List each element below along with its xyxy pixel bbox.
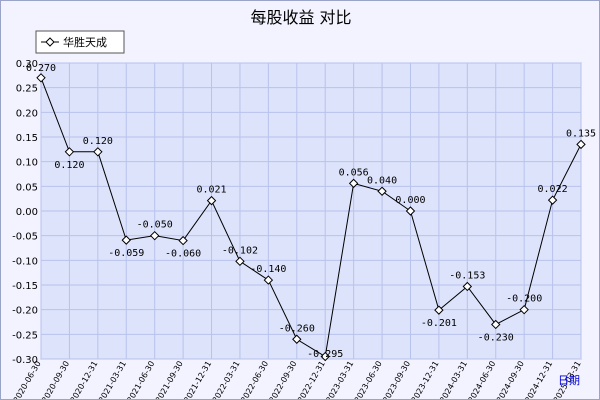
- x-tick-label: 2024-12-31: [523, 360, 554, 400]
- data-label: -0.140: [250, 264, 286, 275]
- data-labels: 0.270 0.120 0.120 -0.059 -0.050 -0.060 0.021 -0…: [26, 63, 596, 360]
- x-tick-label: 2021-03-31: [97, 360, 128, 400]
- data-label: -0.260: [279, 323, 315, 334]
- data-point: [121, 235, 131, 245]
- x-tick-label: 2022-03-31: [211, 360, 242, 400]
- x-tick-label: 2021-06-30: [125, 360, 156, 400]
- data-point: [519, 304, 529, 315]
- x-tick-label: 2023-09-30: [381, 360, 412, 400]
- data-label: 0.040: [367, 175, 397, 186]
- data-point: [178, 235, 188, 246]
- data-point: [235, 256, 245, 267]
- series-line-group: [36, 73, 586, 362]
- legend-marker: [45, 37, 55, 47]
- data-point: [93, 147, 103, 157]
- data-label: 0.000: [395, 195, 425, 206]
- x-tick-label: 2023-03-31: [324, 360, 355, 400]
- data-label: 0.270: [26, 63, 56, 74]
- x-tick-label: 2021-09-30: [154, 360, 185, 400]
- data-point: [320, 351, 330, 362]
- data-point: [491, 319, 501, 330]
- y-tick-label: 0.05: [16, 182, 38, 193]
- y-tick-label: -0.25: [12, 330, 38, 341]
- x-axis-label: 日期: [558, 374, 580, 387]
- data-label: 0.120: [83, 136, 113, 147]
- series-line: [40, 77, 582, 358]
- data-label: -0.050: [137, 220, 173, 231]
- y-tick-label: 0.00: [16, 207, 38, 218]
- data-point: [434, 305, 444, 315]
- data-label: -0.295: [307, 349, 343, 360]
- data-point: [377, 186, 387, 196]
- data-label: -0.060: [165, 249, 201, 260]
- x-axis-ticks: 2020-06-302020-09-302020-12-312021-03-31…: [12, 359, 583, 400]
- y-tick-label: -0.10: [12, 256, 38, 267]
- y-tick-label: 0.30: [16, 59, 38, 70]
- data-point: [292, 334, 302, 344]
- data-label: 0.135: [566, 128, 596, 139]
- x-tick-label: 2024-03-31: [438, 360, 469, 400]
- y-tick-label: -0.15: [12, 281, 38, 292]
- data-point: [149, 230, 160, 241]
- x-tick-label: 2023-06-30: [353, 360, 384, 400]
- data-point: [36, 73, 46, 83]
- legend-entry: 华胜天成: [63, 35, 107, 49]
- y-tick-label: 0.25: [16, 84, 38, 95]
- data-point: [64, 147, 75, 157]
- x-tick-label: 2024-09-30: [495, 360, 526, 400]
- x-tick-label: 2022-12-31: [296, 360, 327, 400]
- y-tick-label: -0.20: [12, 306, 38, 317]
- data-label: -0.230: [478, 332, 514, 343]
- data-label: 0.022: [538, 184, 568, 195]
- x-tick-label: 2021-12-31: [182, 360, 213, 400]
- data-point: [348, 178, 359, 189]
- x-tick-label: 2024-06-30: [466, 359, 497, 400]
- data-point: [576, 139, 586, 150]
- data-label: -0.059: [108, 248, 144, 259]
- data-point: [263, 275, 274, 285]
- legend: 华胜天成: [35, 30, 125, 54]
- data-label: 0.021: [196, 185, 226, 196]
- y-axis-ticks: 0.30 0.25 0.20 0.15 0.10 0.05 0.00 -0.05 -0.10 -0…: [12, 59, 38, 366]
- y-tick-label: 0.20: [16, 108, 38, 119]
- y-tick-label: -0.05: [12, 232, 38, 243]
- data-point: [462, 281, 473, 292]
- grid-lines: [40, 62, 582, 360]
- x-tick-label: 2022-06-30: [239, 360, 270, 400]
- data-point: [547, 195, 558, 205]
- x-tick-label: 2022-09-30: [267, 360, 298, 400]
- x-tick-label: 2020-09-30: [40, 360, 71, 400]
- chart-title: 每股收益 对比: [250, 8, 351, 27]
- data-label: -0.153: [449, 270, 485, 281]
- data-label: -0.102: [222, 245, 258, 256]
- data-point: [206, 195, 217, 206]
- x-tick-label: 2023-12-31: [410, 360, 441, 400]
- x-tick-label: 2020-12-31: [69, 360, 100, 400]
- data-label: -0.201: [421, 318, 457, 329]
- data-label: 0.120: [54, 160, 84, 171]
- data-point: [405, 206, 416, 216]
- legend-box: [35, 30, 125, 54]
- y-tick-label: 0.15: [16, 133, 38, 144]
- y-tick-label: -0.30: [12, 355, 38, 366]
- y-tick-label: 0.10: [16, 158, 38, 169]
- data-label: 0.056: [339, 167, 369, 178]
- data-label: -0.200: [506, 294, 542, 305]
